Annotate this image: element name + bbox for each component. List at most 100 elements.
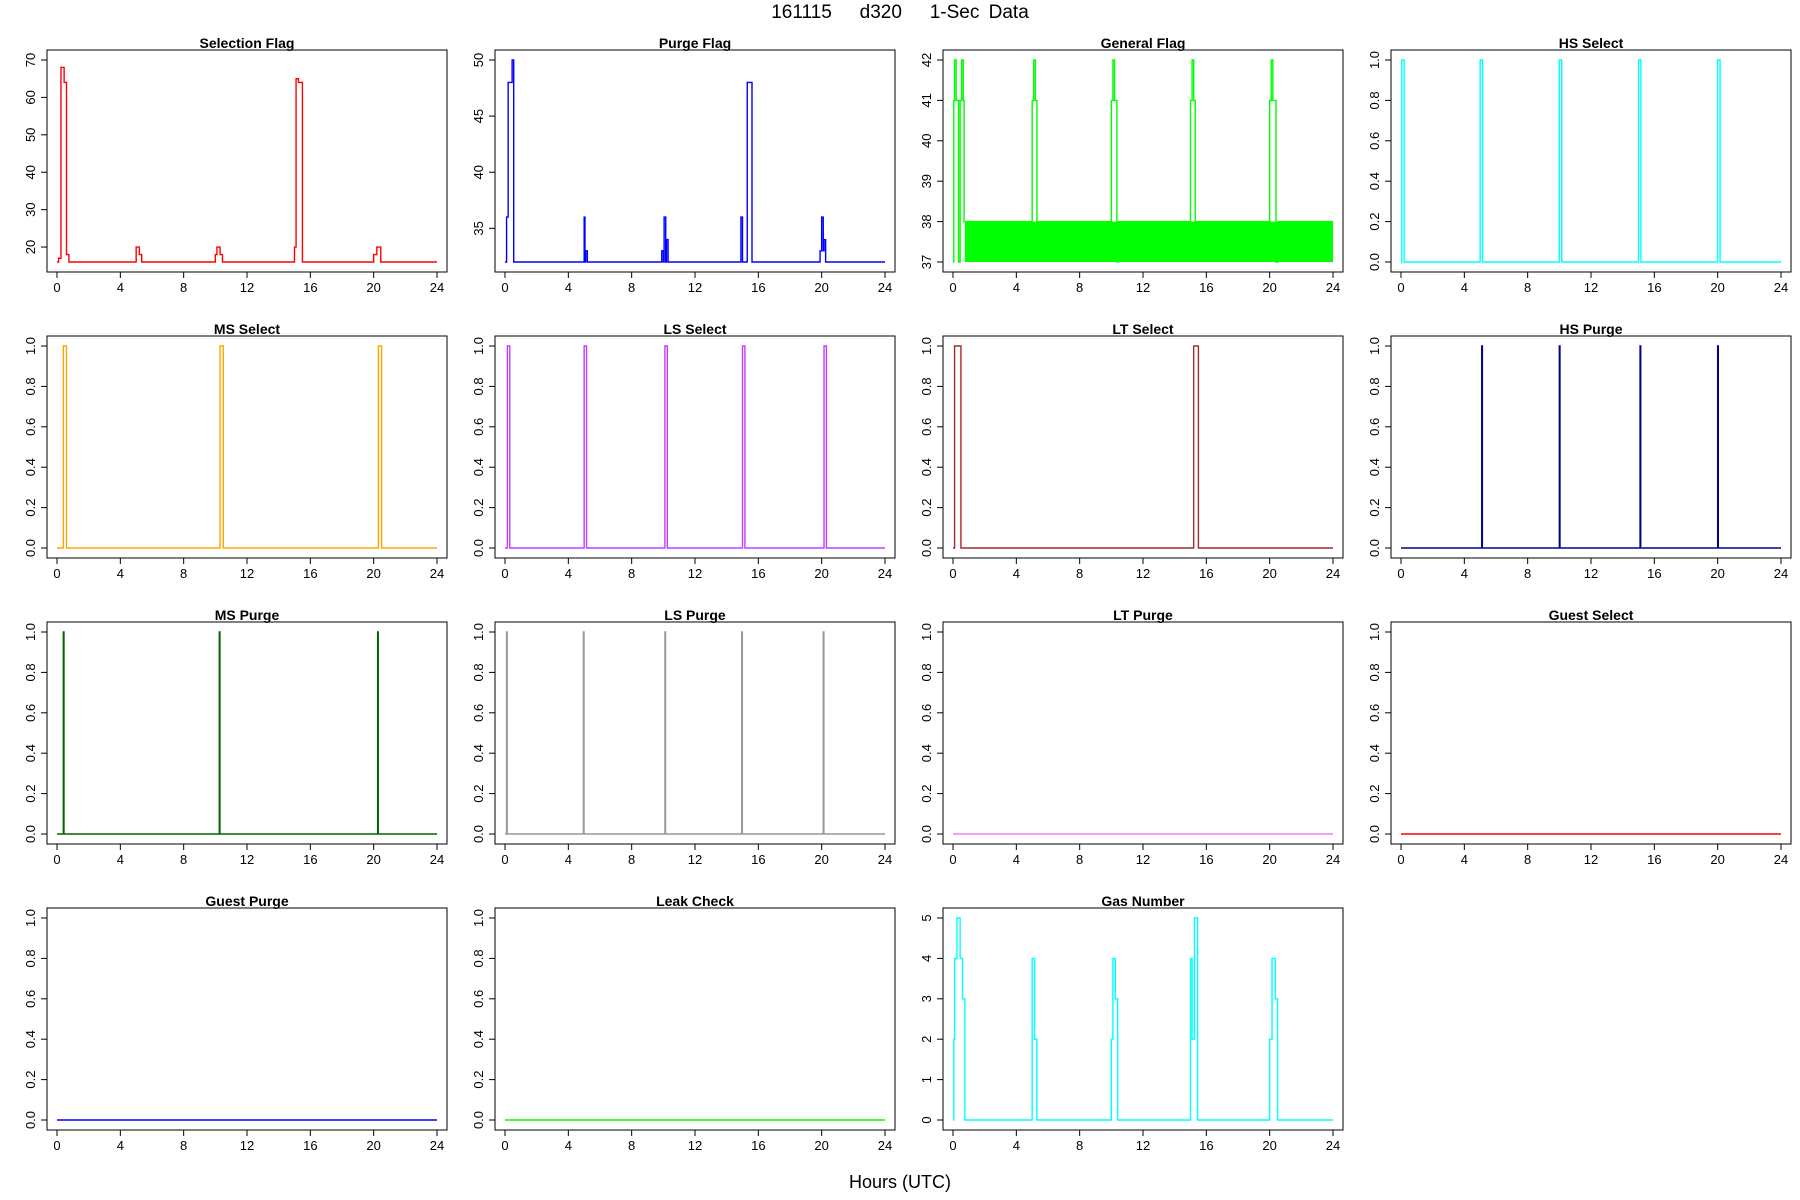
x-tick-label: 24 [430, 280, 444, 295]
x-tick-label: 4 [117, 1138, 124, 1153]
x-tick-label: 16 [751, 280, 765, 295]
x-tick-label: 4 [1013, 1138, 1020, 1153]
x-tick-label: 20 [814, 280, 828, 295]
y-tick-label: 1 [919, 1076, 934, 1083]
y-tick-label: 0.8 [471, 377, 486, 395]
panel-0: Selection Flag 0 4 8 12 16 20 24 20 30 40 50 60 70 [23, 35, 448, 295]
panel-7: HS Purge 0 4 8 12 16 20 24 0.0 0.2 0.4 0.6 0.8 1.0 [1367, 321, 1792, 581]
fill-band [964, 221, 1333, 262]
x-tick-label: 4 [1013, 566, 1020, 581]
y-tick-label: 0.0 [919, 825, 934, 843]
series-line [505, 345, 885, 549]
x-tick-label: 24 [430, 566, 444, 581]
x-tick-label: 24 [878, 852, 892, 867]
y-tick-label: 0.0 [23, 1111, 38, 1129]
plot-frame [942, 907, 1344, 1131]
y-tick-label: 0.8 [919, 377, 934, 395]
y-tick-label: 35 [471, 221, 486, 235]
panel-title: General Flag [1101, 35, 1186, 51]
x-tick-label: 12 [688, 852, 702, 867]
x-tick-label: 20 [1710, 852, 1724, 867]
x-tick-label: 24 [1774, 852, 1788, 867]
plot-frame [1390, 335, 1792, 559]
y-tick-label: 0.4 [23, 744, 38, 762]
y-tick-label: 1.0 [919, 337, 934, 355]
panel-1: Purge Flag 0 4 8 12 16 20 24 35 40 45 50 [471, 35, 896, 295]
x-tick-label: 8 [628, 1138, 635, 1153]
x-tick-label: 0 [949, 566, 956, 581]
x-tick-label: 24 [1326, 852, 1340, 867]
y-tick-label: 0 [919, 1116, 934, 1123]
x-tick-label: 8 [628, 852, 635, 867]
x-tick-label: 8 [180, 280, 187, 295]
x-tick-label: 20 [814, 566, 828, 581]
x-tick-label: 8 [1524, 566, 1531, 581]
y-tick-label: 40 [23, 165, 38, 179]
x-tick-label: 16 [303, 566, 317, 581]
x-tick-label: 12 [1584, 566, 1598, 581]
x-tick-label: 16 [1199, 566, 1213, 581]
plot-frame [494, 335, 896, 559]
y-tick-label: 0.2 [471, 499, 486, 517]
plot-frame [46, 621, 448, 845]
panel-title: Gas Number [1101, 893, 1185, 909]
y-tick-label: 42 [919, 53, 934, 67]
x-tick-label: 24 [878, 280, 892, 295]
x-tick-label: 0 [1397, 566, 1404, 581]
series-line [57, 66, 437, 263]
x-tick-label: 24 [878, 566, 892, 581]
y-tick-label: 5 [919, 914, 934, 921]
x-tick-label: 0 [501, 852, 508, 867]
x-tick-label: 24 [1326, 1138, 1340, 1153]
x-tick-label: 8 [1076, 566, 1083, 581]
x-tick-label: 0 [53, 566, 60, 581]
y-tick-label: 0.2 [23, 1071, 38, 1089]
x-tick-label: 16 [303, 280, 317, 295]
y-tick-label: 38 [919, 214, 934, 228]
y-tick-label: 0.4 [23, 458, 38, 476]
y-tick-label: 0.8 [1367, 663, 1382, 681]
x-tick-label: 24 [1774, 280, 1788, 295]
y-tick-label: 0.6 [471, 704, 486, 722]
x-tick-label: 8 [1524, 852, 1531, 867]
x-tick-label: 0 [501, 280, 508, 295]
panel-5: LS Select 0 4 8 12 16 20 24 0.0 0.2 0.4 0.6 0.8 1.0 [471, 321, 896, 581]
y-tick-label: 41 [919, 93, 934, 107]
y-tick-label: 1.0 [471, 337, 486, 355]
x-tick-label: 8 [1524, 280, 1531, 295]
x-tick-label: 20 [1262, 566, 1276, 581]
y-tick-label: 0.4 [1367, 744, 1382, 762]
y-tick-label: 0.2 [471, 1071, 486, 1089]
x-tick-label: 0 [1397, 280, 1404, 295]
x-tick-label: 4 [565, 566, 572, 581]
x-tick-label: 20 [1262, 852, 1276, 867]
y-tick-label: 0.2 [1367, 213, 1382, 231]
y-tick-label: 0.6 [919, 418, 934, 436]
panel-10: LT Purge 0 4 8 12 16 20 24 0.0 0.2 0.4 0.6 0.8 1.0 [919, 607, 1344, 867]
panel-2: General Flag 0 4 8 12 16 20 24 37 38 39 40 41 42 [919, 35, 1344, 295]
y-tick-label: 20 [23, 240, 38, 254]
y-tick-label: 0.0 [1367, 825, 1382, 843]
x-tick-label: 20 [1262, 1138, 1276, 1153]
panel-title: LT Select [1112, 321, 1174, 337]
y-tick-label: 0.4 [471, 458, 486, 476]
y-tick-label: 0.4 [1367, 172, 1382, 190]
y-tick-label: 0.2 [1367, 499, 1382, 517]
panel-title: MS Purge [215, 607, 280, 623]
x-tick-label: 4 [1461, 566, 1468, 581]
x-tick-label: 0 [949, 1138, 956, 1153]
y-tick-label: 0.6 [1367, 132, 1382, 150]
plot-frame [942, 335, 1344, 559]
y-tick-label: 0.8 [1367, 377, 1382, 395]
x-tick-label: 0 [501, 1138, 508, 1153]
x-tick-label: 16 [303, 852, 317, 867]
y-tick-label: 0.8 [919, 663, 934, 681]
y-tick-label: 3 [919, 995, 934, 1002]
panel-12: Guest Purge 0 4 8 12 16 20 24 0.0 0.2 0.4 0.6 0.8 1.0 [23, 893, 448, 1153]
x-tick-label: 4 [117, 852, 124, 867]
x-tick-label: 12 [240, 1138, 254, 1153]
x-tick-label: 0 [53, 852, 60, 867]
x-tick-label: 12 [688, 280, 702, 295]
x-tick-label: 8 [180, 852, 187, 867]
